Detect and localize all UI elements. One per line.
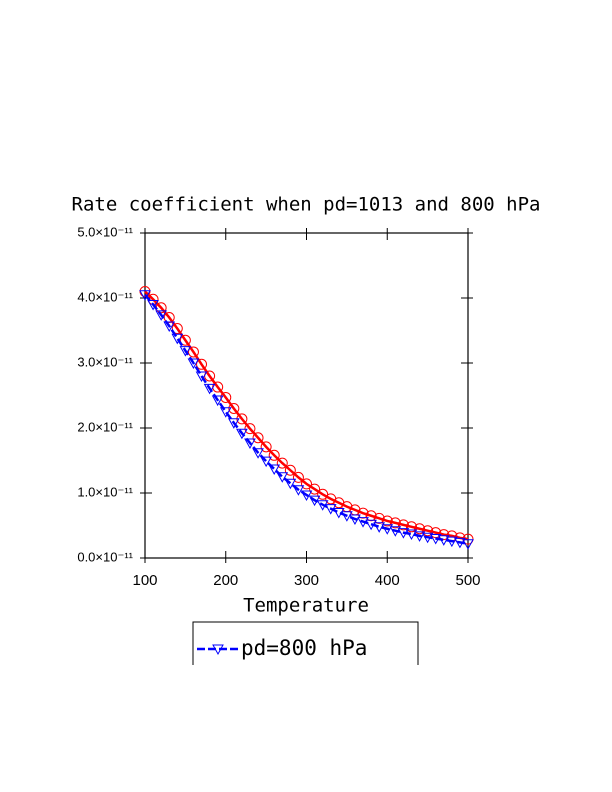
marker: [300, 490, 313, 501]
marker: [171, 323, 183, 335]
marker: [462, 539, 474, 550]
marker: [422, 525, 434, 537]
x-tick-label: 300: [294, 572, 319, 589]
marker: [324, 504, 337, 515]
marker: [316, 500, 329, 511]
marker: [236, 428, 248, 440]
marker: [357, 507, 369, 519]
marker: [284, 464, 296, 476]
marker: [421, 532, 434, 544]
marker: [276, 457, 288, 469]
marker: [389, 517, 401, 529]
marker: [268, 464, 281, 475]
marker: [179, 334, 191, 346]
marker: [163, 321, 176, 332]
y-tick-label: 5.0×10⁻¹¹: [77, 224, 133, 239]
marker: [292, 471, 304, 483]
marker: [195, 371, 208, 383]
marker: [462, 533, 474, 545]
marker: [429, 534, 442, 545]
marker: [147, 300, 159, 311]
y-tick-label: 1.0×10⁻¹¹: [77, 484, 133, 499]
marker: [139, 290, 151, 301]
marker: [155, 310, 167, 321]
marker: [187, 346, 199, 358]
x-axis-label: Temperature: [243, 595, 369, 617]
marker: [454, 537, 466, 549]
marker: [179, 346, 192, 357]
marker: [203, 383, 216, 395]
marker: [211, 395, 224, 407]
marker: [373, 522, 386, 533]
chart-title: Rate coefficient when pd=1013 and 800 hP…: [72, 194, 541, 216]
marker: [220, 391, 232, 403]
marker: [349, 514, 361, 526]
marker: [228, 403, 240, 414]
marker: [405, 521, 417, 533]
marker: [244, 423, 256, 435]
marker: [260, 441, 272, 453]
marker: [244, 438, 256, 449]
y-tick-label: 3.0×10⁻¹¹: [77, 354, 133, 369]
marker: [252, 432, 264, 444]
legend-marker: [212, 644, 224, 656]
marker: [365, 519, 377, 531]
marker: [389, 526, 402, 537]
marker: [260, 456, 272, 468]
marker: [227, 418, 240, 429]
marker: [381, 524, 394, 535]
marker: [357, 517, 369, 528]
x-tick-label: 500: [455, 572, 480, 589]
marker: [405, 529, 418, 540]
marker: [397, 528, 410, 539]
x-tick-label: 200: [213, 572, 238, 589]
marker: [276, 472, 289, 483]
marker: [252, 448, 264, 459]
marker: [414, 523, 426, 535]
marker: [341, 511, 353, 522]
marker: [446, 536, 458, 548]
y-tick-label: 2.0×10⁻¹¹: [77, 419, 133, 434]
marker: [292, 485, 305, 496]
marker: [332, 508, 345, 519]
legend-frame: [192, 621, 419, 665]
y-tick-label: 4.0×10⁻¹¹: [77, 289, 133, 304]
marker: [196, 358, 208, 370]
marker: [381, 515, 393, 527]
marker: [437, 535, 450, 546]
x-tick-label: 100: [132, 572, 157, 589]
marker: [397, 519, 409, 531]
x-tick-label: 400: [375, 572, 400, 589]
marker: [373, 512, 385, 524]
marker: [268, 449, 280, 461]
marker: [365, 510, 377, 522]
legend-label: pd=800 hPa: [241, 636, 367, 660]
marker: [413, 531, 426, 542]
marker: [284, 478, 297, 490]
marker: [187, 358, 200, 370]
marker: [301, 478, 312, 490]
marker: [219, 407, 232, 418]
marker: [171, 333, 184, 345]
marker: [309, 483, 321, 495]
y-tick-label: 0.0×10⁻¹¹: [77, 549, 133, 564]
